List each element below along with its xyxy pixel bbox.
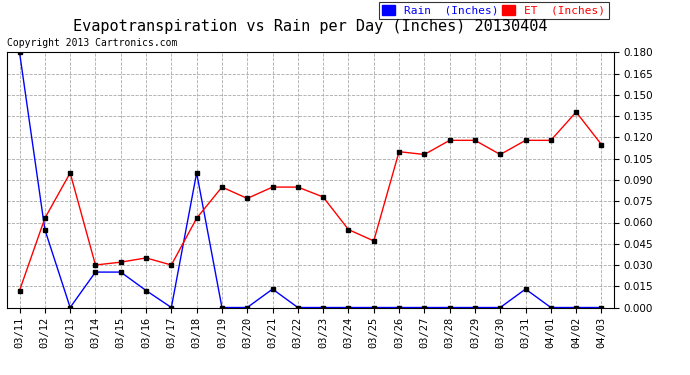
Text: Copyright 2013 Cartronics.com: Copyright 2013 Cartronics.com <box>7 38 177 48</box>
Text: Evapotranspiration vs Rain per Day (Inches) 20130404: Evapotranspiration vs Rain per Day (Inch… <box>73 19 548 34</box>
Legend: Rain  (Inches), ET  (Inches): Rain (Inches), ET (Inches) <box>379 2 609 19</box>
